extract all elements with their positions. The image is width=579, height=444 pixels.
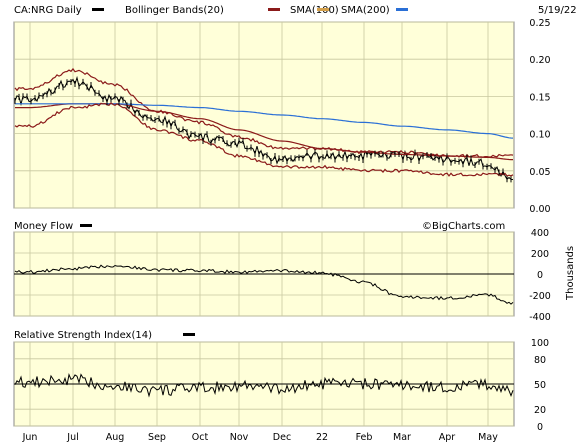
money-flow-label: Money Flow — [14, 221, 73, 232]
y-tick-0-0: 0.25 — [529, 18, 550, 29]
tick-layer: 0.250.200.150.100.050.004002000-200-4001… — [22, 18, 551, 443]
x-tick-11: May — [478, 432, 498, 443]
y-tick-0-1: 0.20 — [529, 55, 550, 66]
rsi-series — [14, 373, 514, 398]
y-tick-2-3: 20 — [534, 405, 546, 416]
rsi-legend-swatch — [183, 333, 195, 336]
bollinger-legend-swatch — [268, 8, 280, 11]
series-layer — [14, 67, 514, 398]
y-tick-1-4: -400 — [529, 312, 551, 323]
y-tick-1-0: 400 — [531, 228, 549, 239]
sma200-series — [15, 103, 514, 139]
price-legend-swatch — [92, 8, 104, 11]
sma100-label: SMA(100) — [290, 5, 339, 16]
x-tick-4: Oct — [192, 432, 209, 443]
sma200-legend-swatch — [396, 8, 408, 11]
money-flow-ylabel: Thousands — [565, 246, 576, 301]
x-tick-5: Nov — [230, 432, 249, 443]
x-tick-7: 22 — [316, 432, 328, 443]
x-tick-1: Jul — [66, 432, 78, 443]
y-tick-2-2: 50 — [534, 380, 546, 391]
x-tick-0: Jun — [22, 432, 38, 443]
bollinger-upper-series — [14, 67, 514, 159]
date-label: 5/19/22 — [538, 5, 577, 16]
x-tick-2: Aug — [106, 432, 125, 443]
y-tick-2-0: 100 — [531, 338, 549, 349]
price-panel — [13, 21, 515, 209]
y-tick-2-4: 0 — [537, 422, 543, 433]
y-tick-0-3: 0.10 — [529, 130, 550, 141]
y-tick-0-4: 0.05 — [529, 167, 550, 178]
y-tick-0-2: 0.15 — [529, 92, 550, 103]
x-tick-9: Mar — [393, 432, 411, 443]
symbol-label: CA:NRG Daily — [14, 5, 82, 16]
x-tick-3: Sep — [148, 432, 166, 443]
x-tick-8: Feb — [356, 432, 373, 443]
watermark: ©BigCharts.com — [422, 221, 505, 232]
sma100-legend-swatch — [317, 8, 329, 11]
money-flow-series — [14, 264, 514, 305]
y-tick-0-5: 0.00 — [529, 204, 550, 215]
bollinger-label: Bollinger Bands(20) — [125, 5, 224, 16]
grid-layer — [14, 21, 514, 427]
x-tick-6: Dec — [273, 432, 291, 443]
x-tick-10: Apr — [439, 432, 456, 443]
y-tick-2-1: 80 — [534, 355, 546, 366]
y-tick-1-2: 0 — [537, 270, 543, 281]
y-tick-1-1: 200 — [531, 249, 549, 260]
price-series — [14, 75, 514, 181]
rsi-label: Relative Strength Index(14) — [14, 330, 152, 341]
bollinger-lower-series — [14, 101, 514, 177]
sma200-label: SMA(200) — [341, 5, 390, 16]
y-tick-1-3: -200 — [529, 291, 551, 302]
money-flow-legend-swatch — [80, 224, 92, 227]
